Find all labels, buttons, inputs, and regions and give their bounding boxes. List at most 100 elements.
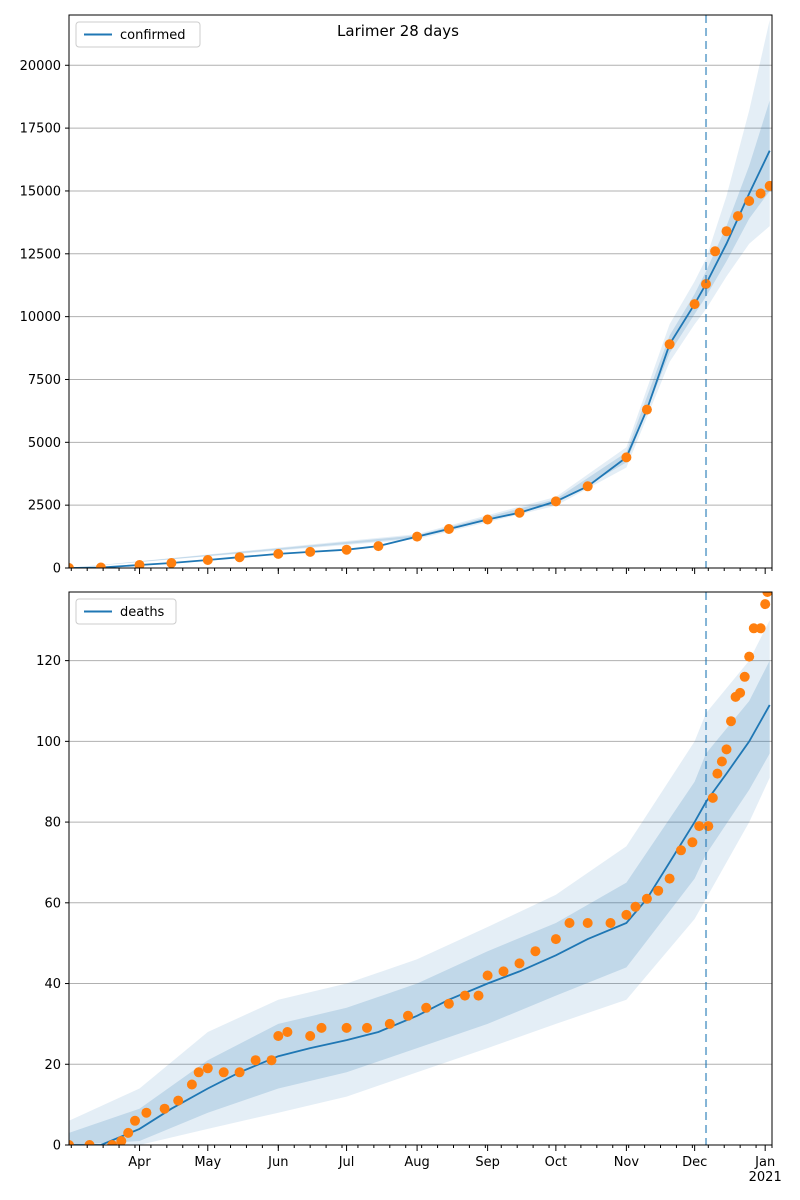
confirmed-chart-panel: 0 2500 5000 7500 10000 12500 15000 17500 20000 co…: [20, 14, 773, 577]
legend-box: [75, 21, 201, 48]
data-point: [459, 990, 470, 1001]
data-point: [739, 671, 750, 682]
data-point: [373, 541, 384, 552]
legend: confirmed: [75, 21, 201, 48]
x-tick-label: Jul: [338, 1155, 355, 1170]
y-tick-label: 100: [36, 735, 61, 750]
x-tick-label: Aug: [404, 1155, 429, 1170]
y-tick-label: 0: [53, 562, 61, 577]
y-tick-label: 20000: [20, 59, 61, 74]
data-point: [159, 1103, 170, 1114]
axes-frame: [68, 591, 773, 1146]
y-tick-label: 120: [36, 654, 61, 669]
legend-label: deaths: [120, 605, 165, 620]
data-point: [234, 1067, 245, 1078]
data-point: [341, 544, 352, 555]
x-tick-label: Sep: [475, 1155, 500, 1170]
data-point: [514, 507, 525, 518]
data-point: [621, 909, 632, 920]
data-point: [403, 1010, 413, 1021]
data-point: [621, 452, 632, 463]
data-point: [703, 821, 714, 832]
data-point: [689, 299, 700, 310]
data-point: [707, 792, 718, 803]
data-point: [710, 246, 721, 257]
x-tick-label: 2021: [749, 1170, 782, 1185]
data-point: [123, 1127, 134, 1138]
y-axis: 0 20 40 60 80 100 120: [36, 654, 69, 1154]
data-point: [664, 873, 675, 884]
data-point: [266, 1055, 277, 1066]
uncertainty-band-outer: [69, 620, 770, 1145]
x-tick-label: Oct: [545, 1155, 567, 1170]
plot-area: [69, 20, 772, 568]
data-point: [514, 958, 525, 969]
data-point: [716, 756, 727, 767]
chart-title: Larimer 28 days: [337, 22, 459, 40]
data-point: [273, 1031, 284, 1041]
data-point: [482, 970, 493, 981]
plot-area: [69, 592, 772, 1145]
data-point: [694, 821, 705, 832]
data-point: [282, 1027, 293, 1037]
data-point: [641, 404, 652, 415]
data-point: [744, 196, 755, 206]
y-tick-label: 40: [44, 977, 61, 992]
data-point: [134, 560, 145, 568]
data-point: [116, 1136, 127, 1145]
data-point: [664, 339, 675, 350]
data-point: [443, 524, 454, 534]
data-point: [305, 546, 316, 557]
data-point: [341, 1022, 352, 1033]
data-point: [721, 226, 732, 237]
x-axis: [70, 568, 773, 574]
observed-points: [69, 592, 772, 1145]
data-point: [141, 1107, 152, 1118]
data-point: [412, 531, 423, 542]
data-point: [186, 1079, 197, 1090]
data-point: [653, 885, 664, 896]
data-point: [701, 279, 711, 289]
data-point: [166, 558, 177, 568]
y-tick-label: 2500: [28, 499, 61, 514]
data-point: [193, 1067, 204, 1078]
y-tick-label: 12500: [20, 247, 61, 262]
data-point: [107, 1140, 118, 1145]
data-point: [760, 599, 771, 610]
data-point: [482, 514, 493, 525]
data-point: [498, 966, 509, 977]
y-tick-label: 0: [53, 1139, 61, 1154]
data-point: [250, 1055, 261, 1066]
observed-points: [69, 180, 772, 568]
data-point: [443, 998, 454, 1009]
data-point: [676, 845, 686, 856]
data-point: [530, 946, 541, 957]
data-point: [273, 548, 284, 559]
y-tick-label: 10000: [20, 310, 61, 325]
y-tick-label: 80: [44, 816, 61, 831]
y-tick-label: 60: [44, 896, 61, 911]
data-point: [721, 744, 732, 755]
data-point: [687, 837, 698, 848]
y-tick-label: 20: [44, 1058, 61, 1073]
data-point: [130, 1115, 140, 1126]
legend-box: [75, 598, 177, 625]
x-tick-label: Apr: [128, 1155, 151, 1170]
y-tick-label: 17500: [20, 122, 61, 137]
y-tick-label: 15000: [20, 184, 61, 199]
data-point: [605, 918, 616, 928]
x-tick-label: Nov: [614, 1155, 640, 1170]
data-point: [173, 1095, 184, 1106]
data-point: [744, 651, 755, 662]
data-point: [712, 768, 723, 779]
data-point: [630, 901, 641, 912]
data-point: [84, 1140, 95, 1145]
data-point: [305, 1031, 316, 1041]
data-point: [384, 1018, 395, 1029]
data-point: [564, 918, 575, 928]
data-point: [234, 552, 245, 563]
y-tick-label: 7500: [28, 373, 61, 388]
data-point: [95, 562, 106, 568]
data-point: [69, 563, 74, 568]
